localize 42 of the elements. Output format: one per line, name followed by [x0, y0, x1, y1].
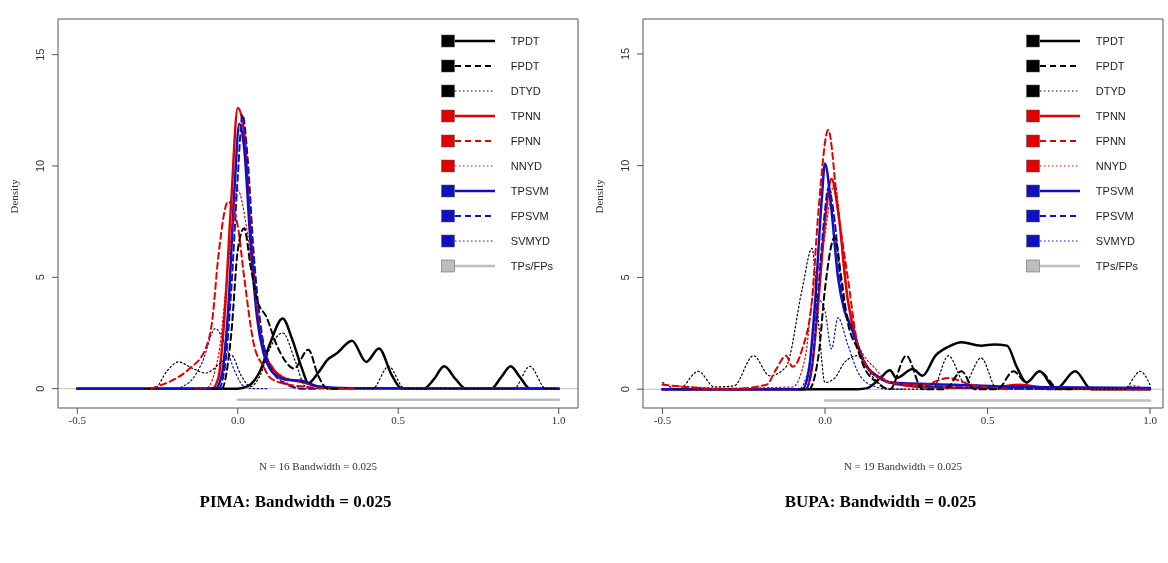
x-tick-label: 0.0: [818, 413, 833, 426]
y-tick-label: 10: [619, 159, 631, 172]
x-axis-title: N = 19 Bandwidth = 0.025: [843, 460, 963, 472]
x-tick-label: -0.5: [653, 413, 672, 426]
y-tick-label: 10: [34, 159, 46, 173]
legend-label: SVMYD: [1095, 234, 1135, 247]
text: BUPA: Bandwidth = 0.025: [783, 492, 978, 512]
y-tick-label: 5: [619, 274, 631, 281]
x-tick-label: 1.0: [551, 413, 567, 426]
legend-label: FPNN: [1095, 134, 1126, 147]
x-tick-label: 0.5: [980, 413, 995, 426]
legend-label: FPSVM: [1095, 209, 1134, 222]
legend-label: NNYD: [510, 159, 542, 172]
x-tick-label: 0.5: [391, 413, 406, 426]
legend-label: TPNN: [510, 109, 541, 122]
legend-label: FPDT: [510, 59, 540, 72]
x-tick-label: 0.0: [230, 413, 246, 426]
x-tick-label: -0.5: [68, 413, 87, 426]
legend-label: FPDT: [1095, 59, 1125, 72]
legend-label: TPs/FPs: [1095, 259, 1138, 272]
y-tick-label: 15: [619, 47, 631, 60]
y-tick-label: 0: [34, 385, 46, 392]
legend-label: SVMYD: [510, 234, 550, 247]
legend-label: TPSVM: [510, 184, 549, 197]
legend-label: TPDT: [510, 34, 540, 47]
y-tick-label: 15: [34, 48, 46, 61]
legend-label: TPs/FPs: [510, 259, 553, 272]
x-tick-label: 1.0: [1143, 413, 1158, 426]
legend-label: DTYD: [1095, 84, 1126, 97]
legend-label: NNYD: [1095, 159, 1127, 172]
legend-label: FPSVM: [510, 209, 549, 222]
legend-label: DTYD: [510, 84, 541, 97]
legend-label: TPSVM: [1095, 184, 1134, 197]
y-axis-title: Density: [7, 178, 20, 214]
y-tick-label: 5: [34, 274, 46, 281]
legend-label: TPNN: [1095, 109, 1126, 122]
text: PIMA: Bandwidth = 0.025: [198, 492, 393, 512]
legend-label: FPNN: [510, 134, 541, 147]
y-axis-title: Density: [592, 178, 605, 214]
x-axis-title: N = 16 Bandwidth = 0.025: [258, 460, 378, 472]
legend-label: TPDT: [1095, 34, 1125, 47]
y-tick-label: 0: [619, 386, 631, 393]
